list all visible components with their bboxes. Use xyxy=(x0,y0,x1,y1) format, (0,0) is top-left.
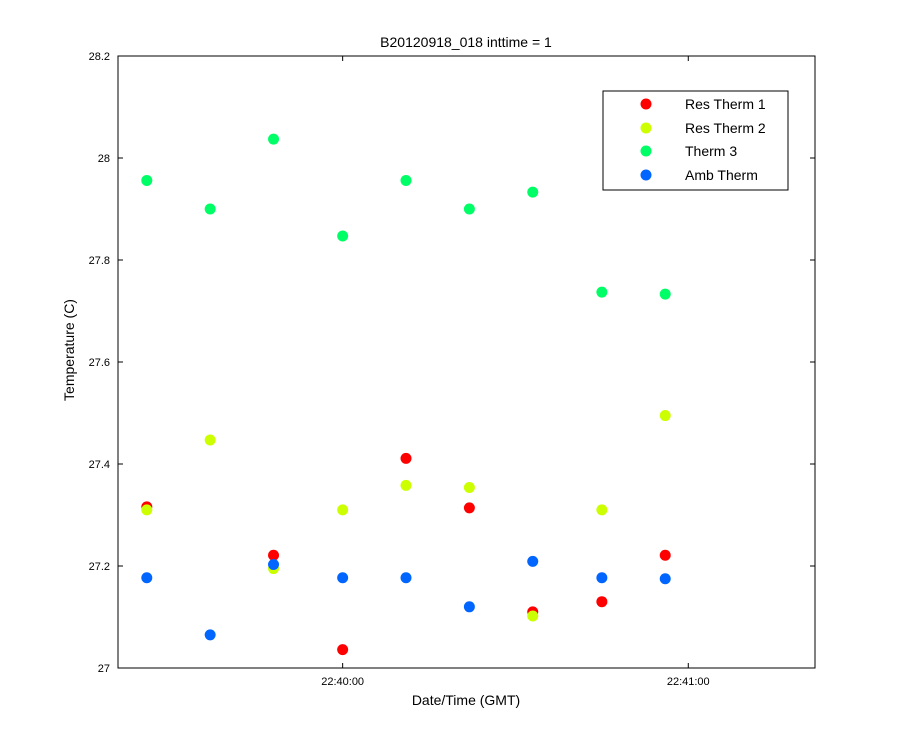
point-amb-therm xyxy=(141,572,153,584)
point-therm-3 xyxy=(141,174,153,186)
point-therm-3 xyxy=(659,288,671,300)
legend-marker-res-therm-1 xyxy=(640,98,652,110)
chart-title: B20120918_018 inttime = 1 xyxy=(380,34,552,50)
point-amb-therm xyxy=(659,573,671,585)
point-therm-3 xyxy=(268,133,280,145)
point-res-therm-1 xyxy=(659,549,671,561)
y-tick-label: 27.8 xyxy=(89,255,110,267)
point-res-therm-2 xyxy=(400,479,412,491)
point-therm-3 xyxy=(204,203,216,215)
point-res-therm-1 xyxy=(337,644,349,656)
y-tick-label: 28.2 xyxy=(89,51,110,63)
x-axis-ticks: 22:40:00 22:41:00 xyxy=(321,56,710,688)
x-tick-label: 22:41:00 xyxy=(667,676,710,688)
legend: Res Therm 1 Res Therm 2 Therm 3 Amb Ther… xyxy=(602,90,789,191)
point-res-therm-2 xyxy=(527,610,539,622)
legend-marker-res-therm-2 xyxy=(640,122,652,134)
x-tick-label: 22:40:00 xyxy=(321,676,364,688)
point-amb-therm xyxy=(527,555,539,567)
legend-label-amb-therm: Amb Therm xyxy=(685,167,758,183)
y-tick-label: 27 xyxy=(98,663,110,675)
y-tick-label: 27.4 xyxy=(89,459,110,471)
legend-label-res-therm-2: Res Therm 2 xyxy=(685,120,766,136)
y-axis-title: Temperature (C) xyxy=(61,299,77,401)
point-res-therm-1 xyxy=(463,502,475,514)
y-tick-label: 28 xyxy=(98,153,110,165)
y-tick-label: 27.6 xyxy=(89,357,110,369)
point-therm-3 xyxy=(527,186,539,198)
x-axis-title: Date/Time (GMT) xyxy=(412,692,520,708)
legend-label-therm-3: Therm 3 xyxy=(685,143,737,159)
point-therm-3 xyxy=(337,230,349,242)
point-res-therm-2 xyxy=(204,434,216,446)
point-res-therm-2 xyxy=(141,504,153,516)
point-amb-therm xyxy=(204,629,216,641)
point-therm-3 xyxy=(463,203,475,215)
legend-label-res-therm-1: Res Therm 1 xyxy=(685,96,766,112)
point-res-therm-1 xyxy=(268,549,280,561)
legend-marker-therm-3 xyxy=(640,145,652,157)
point-res-therm-1 xyxy=(596,596,608,608)
point-res-therm-1 xyxy=(400,452,412,464)
data-points xyxy=(141,133,671,656)
point-therm-3 xyxy=(400,174,412,186)
y-axis-ticks: 27 27.2 27.4 27.6 27.8 28 28.2 xyxy=(89,51,815,675)
point-res-therm-2 xyxy=(659,410,671,422)
point-amb-therm xyxy=(463,601,475,613)
point-res-therm-2 xyxy=(337,504,349,516)
y-tick-label: 27.2 xyxy=(89,561,110,573)
point-therm-3 xyxy=(596,286,608,298)
point-res-therm-2 xyxy=(596,504,608,516)
legend-box xyxy=(602,90,789,191)
legend-marker-amb-therm xyxy=(640,169,652,181)
point-amb-therm xyxy=(268,558,280,570)
point-amb-therm xyxy=(337,572,349,584)
point-amb-therm xyxy=(400,572,412,584)
point-res-therm-2 xyxy=(463,481,475,493)
point-amb-therm xyxy=(596,572,608,584)
